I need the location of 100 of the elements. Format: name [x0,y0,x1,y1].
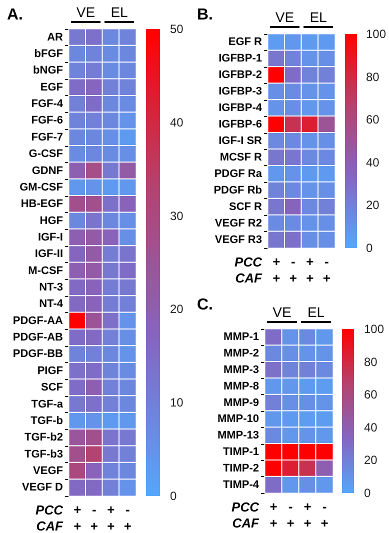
y-tick-label: PIGF [37,364,64,377]
text: VE [272,304,292,320]
y-tick-label: bFGF [34,48,64,60]
color-bar-label: 40 [170,115,184,130]
chart-title: A. [7,6,23,24]
y-tick-label: TGF-b3 [24,448,63,460]
chart-title: B. [197,6,213,24]
y-tick-label: PDGF-BB [12,348,64,360]
y-tick-label: IGF-II [34,248,63,260]
y-tick-label: FGF-4 [31,98,64,110]
color-bar-label: 20 [366,198,380,212]
y-tick-label: TGF-a [31,398,64,410]
y-tick-label: PDGF Ra [214,168,263,180]
text: + [90,518,98,533]
text: + [304,516,312,530]
text: + [322,270,331,286]
y-tick-label: VEGF [33,464,64,477]
y-tick-label: TGF-b2 [24,432,63,444]
y-tick-label: IGF-I [38,231,63,244]
y-tick-label: PDGF Rb [214,184,262,196]
y-tick-label: MMP-13 [217,430,259,442]
y-tick-label: MMP-3 [224,364,259,376]
y-tick-label: AR [47,31,64,44]
text: + [124,518,132,533]
color-bar-label: 100 [366,27,386,41]
color-bar-label: 0 [366,241,373,255]
y-tick-label: TIMP-4 [222,478,260,491]
y-tick-label: bNGF [33,64,64,77]
y-tick-label: IGFBP-4 [218,102,263,114]
color-bar-label: 60 [364,388,378,402]
text: + [74,518,82,533]
x-tick-label: + [270,499,278,514]
text: + [306,270,314,286]
color-bar-label: 100 [364,322,384,336]
y-tick-label: MMP-9 [224,396,259,409]
y-tick-label: VEGF R3 [214,234,262,246]
text: CAF [235,270,264,286]
y-tick-label: EGF R [228,36,262,48]
text: EL [110,4,128,20]
text: + [320,516,329,530]
color-bar-label: 30 [170,208,184,223]
y-tick-label: HB-EGF [20,198,64,210]
color-bar-label: 50 [170,22,184,36]
y-tick-label: NT-3 [39,282,63,294]
y-tick-label: IGFBP-2 [218,69,262,82]
y-tick-label: TIMP-2 [222,462,259,474]
color-bar-label: 80 [366,70,380,84]
y-tick-label: MMP-1 [224,331,259,344]
x-tick-label: - [290,254,296,269]
text: PCC [234,254,263,270]
y-tick-label: TIMP-1 [222,446,259,458]
text: CAF [232,516,260,530]
x-tick-label: + [107,502,116,517]
color-bar-label: 10 [170,396,184,410]
text: + [270,516,278,530]
y-tick-label: SCF [41,382,64,394]
text: PCC [232,500,260,514]
color-bar-label: 20 [170,302,184,316]
y-tick-label: TGF-b [30,414,64,427]
y-tick-label: VEGF D [22,482,64,494]
text: + [286,516,295,530]
text: VE [275,9,294,25]
color-bar-label: 40 [366,155,380,170]
y-tick-label: VEGF R2 [214,217,262,230]
y-tick-label: IGFBP-1 [218,52,262,65]
y-tick-label: FGF-7 [31,131,63,144]
y-tick-label: PDGF-AB [12,332,64,344]
text: VE [76,4,96,20]
x-tick-label: + [306,254,314,269]
y-tick-label: SCF R [229,200,262,213]
y-tick-label: FGF-6 [31,114,63,127]
text: PCC [36,502,64,518]
color-bar-label: 20 [364,453,378,468]
y-tick-label: G-CSF [28,148,64,160]
y-tick-label: MMP-2 [224,348,259,360]
x-tick-label: - [324,254,329,269]
text: + [289,270,298,286]
x-tick-label: - [288,499,293,514]
text: EL [310,9,328,25]
y-tick-label: IGF-I SR [218,135,262,147]
y-tick-label: IGFBP-6 [218,118,262,131]
y-tick-label: M-CSF [28,264,64,277]
y-tick-label: NT-4 [39,298,64,310]
text: + [272,270,281,286]
text: + [107,518,116,533]
text: EL [307,304,325,320]
y-tick-label: GM-CSF [20,181,64,194]
chart-title: C. [197,296,213,314]
color-bar-label: 80 [364,354,378,369]
color-bar-label: 40 [364,420,378,434]
y-tick-label: MCSF R [220,151,262,164]
x-tick-label: + [304,499,312,514]
color-bar-label: 0 [170,489,177,503]
x-tick-label: - [125,502,130,517]
x-tick-label: - [322,499,327,514]
y-tick-label: GDNF [32,164,64,177]
y-tick-label: MMP-10 [217,413,259,426]
y-tick-label: PDGF-AA [12,314,64,327]
x-tick-label: + [74,502,82,517]
text: CAF [36,518,64,533]
